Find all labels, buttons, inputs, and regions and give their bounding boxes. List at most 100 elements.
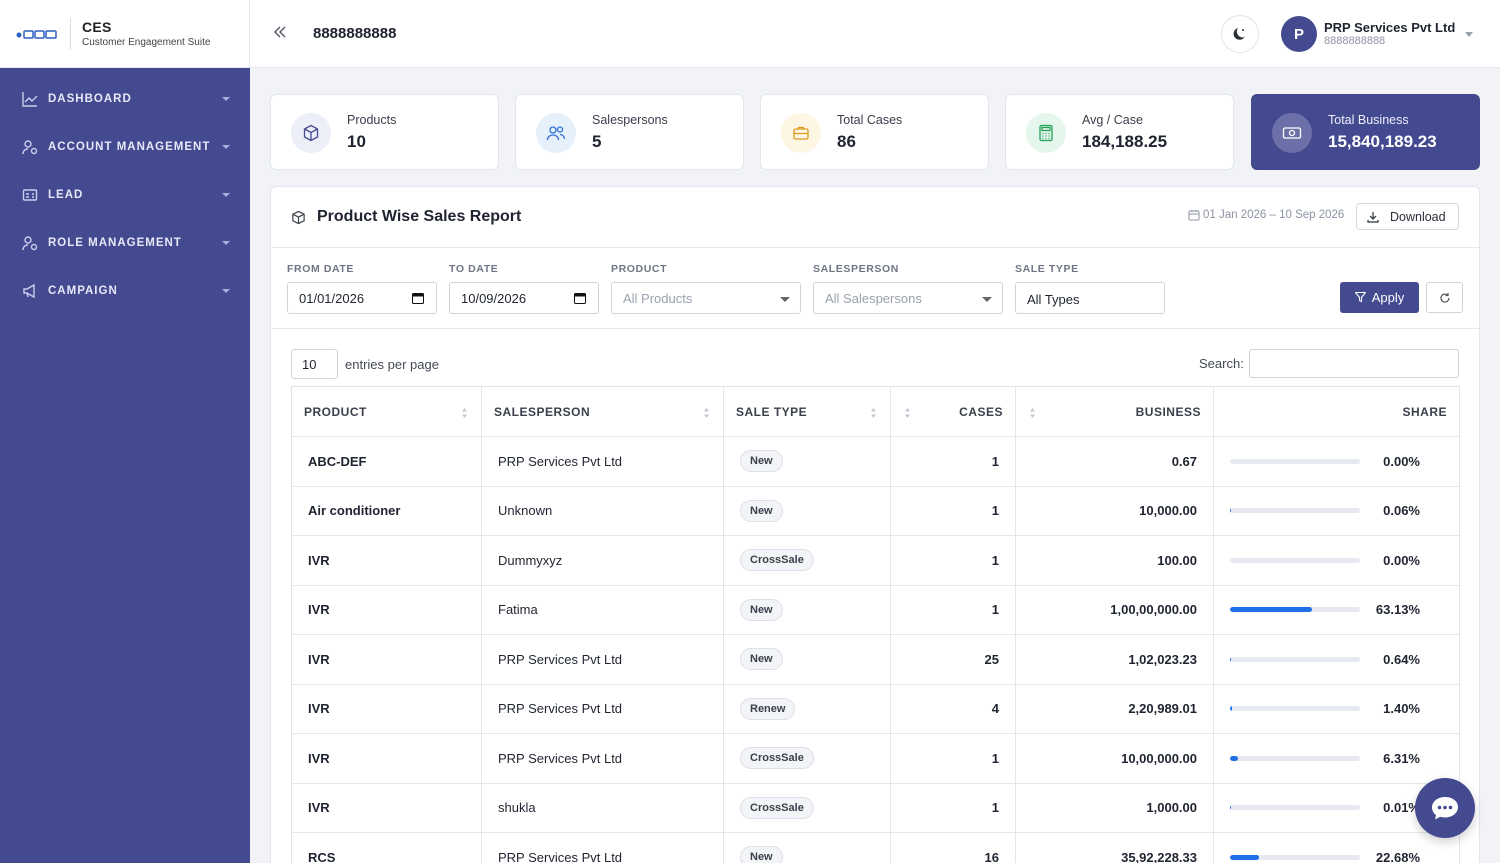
- briefcase-icon: [781, 113, 821, 153]
- cell-sale-type: Renew: [723, 684, 891, 734]
- share-bar-fill: [1230, 656, 1232, 662]
- salesperson-select[interactable]: All Salespersons: [813, 282, 1003, 314]
- filter-icon: [1354, 292, 1366, 303]
- sort-icon: [704, 408, 709, 418]
- sidebar-item-account-management[interactable]: ACCOUNT MANAGEMENT: [0, 123, 250, 171]
- column-label: SALESPERSON: [494, 404, 591, 419]
- cell-business: 2,20,989.01: [1015, 684, 1214, 734]
- chevron-down-icon: [222, 97, 230, 101]
- cell-cases: 1: [890, 436, 1016, 487]
- salesperson-label: SALESPERSON: [813, 263, 899, 275]
- cell-business: 0.67: [1015, 436, 1214, 487]
- column-header-share[interactable]: SHARE: [1213, 386, 1460, 437]
- share-percent: 1.40%: [1383, 701, 1420, 717]
- column-label: PRODUCT: [304, 404, 367, 419]
- topbar: 8888888888 P PRP Services Pvt Ltd 888888…: [250, 0, 1500, 68]
- column-header-business[interactable]: BUSINESS: [1015, 386, 1214, 437]
- apply-label: Apply: [1371, 290, 1405, 305]
- sidebar: CES Customer Engagement Suite DASHBOARD …: [0, 0, 250, 863]
- cell-sale-type: New: [723, 585, 891, 635]
- table-row[interactable]: IVR PRP Services Pvt Ltd CrossSale 1 10,00,0…: [291, 733, 1460, 784]
- table-row[interactable]: ABC-DEF PRP Services Pvt Ltd New 1 0.67 0.00%: [291, 436, 1460, 487]
- id-card-icon: [21, 187, 38, 204]
- share-bar-fill: [1230, 607, 1313, 613]
- table-row[interactable]: Air conditioner Unknown New 1 10,000.00 0.06%: [291, 486, 1460, 536]
- page-title: 8888888888: [313, 25, 397, 42]
- share-bar: [1230, 805, 1360, 811]
- cell-cases: 1: [890, 585, 1016, 635]
- user-phone: 8888888888: [1324, 35, 1386, 47]
- search-input[interactable]: [1249, 349, 1459, 378]
- table-body: ABC-DEF PRP Services Pvt Ltd New 1 0.67 0.00%…: [291, 436, 1460, 863]
- cell-cases: 4: [890, 684, 1016, 734]
- share-bar-fill: [1230, 805, 1232, 811]
- stat-value: 184,188.25: [1082, 132, 1168, 151]
- table-row[interactable]: IVR PRP Services Pvt Ltd Renew 4 2,20,989.01…: [291, 684, 1460, 734]
- to-date-input[interactable]: 10/09/2026: [449, 282, 599, 314]
- stat-card-total-business: Total Business 15,840,189.23: [1251, 94, 1480, 170]
- column-label: SALE TYPE: [736, 404, 808, 419]
- table-row[interactable]: IVR Fatima New 1 1,00,00,000.00 63.13%: [291, 585, 1460, 635]
- sale-type-select[interactable]: All Types: [1015, 282, 1165, 314]
- calculator-icon: [1026, 113, 1066, 153]
- user-name: PRP Services Pvt Ltd: [1324, 20, 1456, 35]
- sort-icon: [905, 408, 910, 418]
- cell-salesperson: PRP Services Pvt Ltd: [481, 832, 724, 863]
- sidebar-item-campaign[interactable]: CAMPAIGN: [0, 267, 250, 315]
- cell-business: 100.00: [1015, 535, 1214, 586]
- column-header-cases[interactable]: CASES: [890, 386, 1016, 437]
- download-button[interactable]: Download: [1356, 203, 1459, 230]
- column-header-sale-type[interactable]: SALE TYPE: [723, 386, 891, 437]
- share-bar-fill: [1230, 508, 1232, 514]
- date-range: 01 Jan 2026 – 10 Sep 2026: [1203, 209, 1345, 221]
- cell-product: IVR: [291, 684, 482, 734]
- cell-sale-type: New: [723, 832, 891, 863]
- column-header-salesperson[interactable]: SALESPERSON: [481, 386, 724, 437]
- cell-salesperson: Unknown: [481, 486, 724, 536]
- share-bar-fill: [1230, 854, 1260, 860]
- search-label: Search:: [1199, 356, 1244, 371]
- theme-toggle-button[interactable]: [1221, 15, 1259, 53]
- stat-card-avg-case: Avg / Case 184,188.25: [1005, 94, 1234, 170]
- cell-share: 6.31%: [1213, 733, 1460, 784]
- table-row[interactable]: IVR shukla CrossSale 1 1,000.00 0.01%: [291, 783, 1460, 833]
- sale-type-badge: New: [740, 598, 783, 621]
- reset-button[interactable]: [1426, 282, 1463, 313]
- chevron-down-icon: [222, 289, 230, 293]
- table-row[interactable]: RCS PRP Services Pvt Ltd New 16 35,92,228.33…: [291, 832, 1460, 863]
- cell-cases: 1: [890, 733, 1016, 784]
- sale-type-badge: CrossSale: [740, 549, 814, 572]
- sidebar-item-label: ACCOUNT MANAGEMENT: [48, 141, 211, 153]
- from-date-input[interactable]: 01/01/2026: [287, 282, 437, 314]
- cell-share: 0.00%: [1213, 535, 1460, 586]
- share-bar: [1230, 854, 1360, 860]
- column-header-product[interactable]: PRODUCT: [291, 386, 482, 437]
- user-menu-chevron-icon[interactable]: [1465, 32, 1473, 37]
- product-select[interactable]: All Products: [611, 282, 801, 314]
- sidebar-item-dashboard[interactable]: DASHBOARD: [0, 75, 250, 123]
- column-label: CASES: [959, 404, 1003, 419]
- cell-product: IVR: [291, 634, 482, 685]
- apply-button[interactable]: Apply: [1340, 282, 1419, 313]
- chat-button[interactable]: [1415, 778, 1475, 838]
- column-label: SHARE: [1402, 404, 1447, 419]
- sidebar-item-lead[interactable]: LEAD: [0, 171, 250, 219]
- collapse-sidebar-button[interactable]: [272, 24, 290, 42]
- download-label: Download: [1390, 209, 1446, 224]
- report-panel: Product Wise Sales Report 01 Jan 2026 – …: [270, 186, 1480, 863]
- share-percent: 63.13%: [1375, 602, 1420, 618]
- share-bar: [1230, 755, 1360, 761]
- sale-type-badge: Renew: [740, 697, 796, 720]
- sort-icon: [1030, 408, 1035, 418]
- filter-bar: FROM DATE 01/01/2026 TO DATE 10/09/2026 …: [271, 248, 1479, 329]
- brand-logo: [16, 27, 58, 41]
- cell-product: Air conditioner: [291, 486, 482, 536]
- table-row[interactable]: IVR Dummyxyz CrossSale 1 100.00 0.00%: [291, 535, 1460, 586]
- entries-select[interactable]: 10: [291, 349, 338, 379]
- sidebar-item-role-management[interactable]: ROLE MANAGEMENT: [0, 219, 250, 267]
- money-icon: [1272, 113, 1312, 153]
- sale-type-badge: New: [740, 846, 783, 863]
- avatar[interactable]: P: [1281, 16, 1317, 52]
- share-percent: 6.31%: [1383, 750, 1420, 766]
- table-row[interactable]: IVR PRP Services Pvt Ltd New 25 1,02,023.23 0…: [291, 634, 1460, 685]
